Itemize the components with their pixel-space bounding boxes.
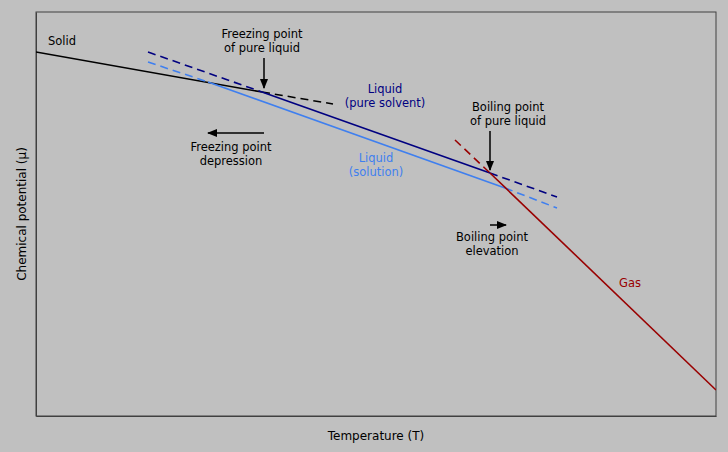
annotation: (solution) xyxy=(349,165,404,179)
annotation: elevation xyxy=(465,244,518,258)
plot-frame xyxy=(36,12,716,416)
arrow xyxy=(208,132,264,134)
arrow xyxy=(263,58,265,88)
annotation: (pure solvent) xyxy=(345,96,426,110)
line xyxy=(208,82,505,188)
line xyxy=(490,173,557,197)
annotation: Freezing point xyxy=(190,140,272,154)
line xyxy=(262,92,333,104)
arrow xyxy=(489,131,491,170)
line xyxy=(148,52,262,92)
annotation: Boiling point xyxy=(472,100,545,114)
line xyxy=(262,92,490,173)
line xyxy=(148,62,208,82)
line xyxy=(36,52,262,92)
y-axis xyxy=(36,13,37,417)
plot xyxy=(36,12,717,417)
annotation: Boiling point xyxy=(456,230,529,244)
axis-line xyxy=(36,13,37,417)
x-axis xyxy=(37,416,717,417)
annotations: SolidFreezing pointof pure liquidLiquid(… xyxy=(48,27,641,290)
chart: Temperature (T) Chemical potential (μ) Sol… xyxy=(0,0,728,452)
axis-line xyxy=(37,416,717,417)
line xyxy=(490,173,716,390)
annotation: of pure liquid xyxy=(470,114,546,128)
line xyxy=(505,188,557,208)
x-axis-title: Temperature (T) xyxy=(327,429,425,443)
line xyxy=(455,140,490,173)
annotation: depression xyxy=(200,154,263,168)
arrow xyxy=(490,224,506,226)
annotation: Liquid xyxy=(368,82,403,96)
annotation: Solid xyxy=(48,34,76,48)
lines xyxy=(36,52,716,390)
annotation: Gas xyxy=(619,276,641,290)
annotation: of pure liquid xyxy=(224,41,300,55)
y-axis-title: Chemical potential (μ) xyxy=(15,147,29,281)
annotation: Freezing point xyxy=(221,27,303,41)
annotation: Liquid xyxy=(359,151,394,165)
